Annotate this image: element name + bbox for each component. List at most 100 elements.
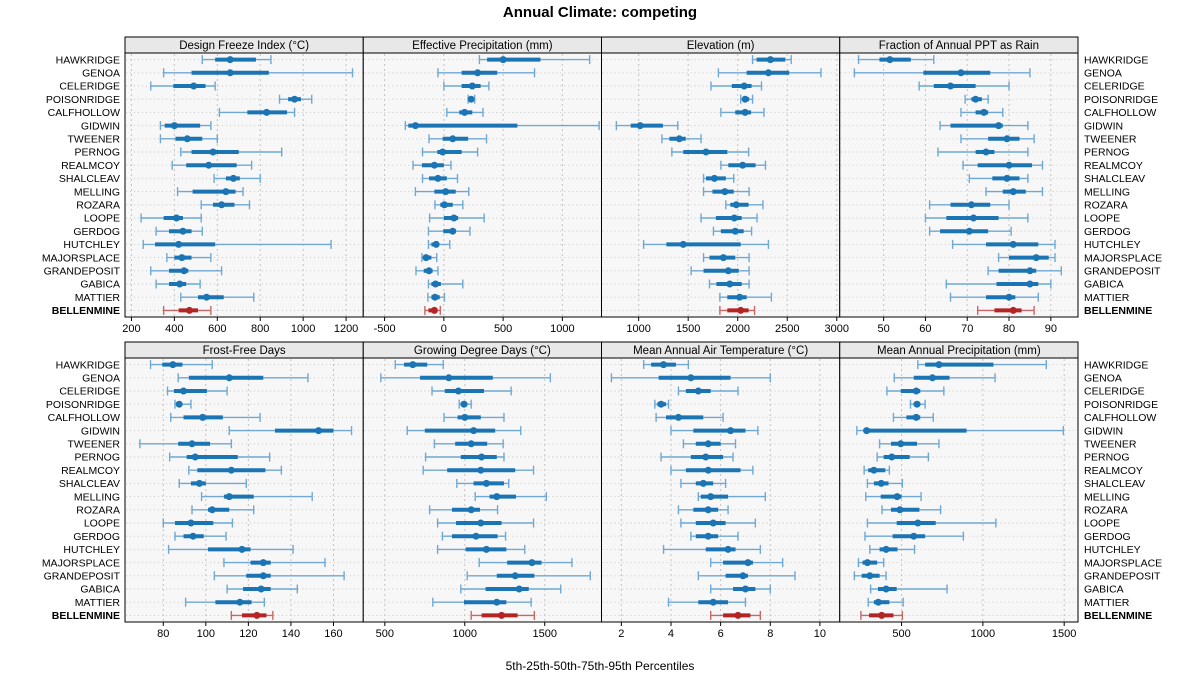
- percentile-row-hawkridge: [478, 55, 591, 65]
- median-dot: [1032, 254, 1040, 262]
- median-dot: [477, 466, 485, 474]
- median-dot: [1009, 188, 1017, 196]
- percentile-row-hutchley: [951, 239, 1056, 249]
- axis-tick-label: 2: [618, 628, 624, 640]
- median-dot: [863, 427, 871, 435]
- percentile-row-tweener: [960, 134, 1035, 144]
- median-dot: [190, 82, 198, 90]
- site-label: CALFHOLLOW: [48, 412, 120, 424]
- panel-effective-precipitation-mm-: -500 0 500 1000 Effective Precipitation (mm): [362, 36, 602, 335]
- median-dot: [173, 214, 181, 222]
- percentile-row-pernog: [937, 147, 1029, 157]
- percentile-row-loope: [700, 213, 758, 223]
- median-dot: [199, 413, 207, 421]
- median-dot: [499, 56, 507, 64]
- axis-tick-label: 80: [157, 628, 169, 640]
- percentile-row-bellenmine: [470, 610, 536, 620]
- site-label: POISONRIDGE: [46, 399, 120, 411]
- median-dot: [660, 361, 668, 369]
- panel-header-label: Growing Degree Days (°C): [414, 345, 551, 357]
- percentile-row-rozara: [200, 200, 251, 210]
- median-dot: [482, 545, 490, 553]
- axis-tick-label: 2000: [725, 323, 749, 335]
- percentile-row-hutchley: [142, 239, 332, 249]
- percentile-row-rozara: [191, 505, 255, 515]
- percentile-row-rozara: [881, 505, 942, 515]
- median-dot: [702, 453, 710, 461]
- axis-tick-label: 1500: [676, 323, 700, 335]
- percentile-row-gabica: [869, 584, 948, 594]
- median-dot: [878, 611, 886, 619]
- percentile-row-grandeposit: [697, 571, 796, 581]
- chart-title: Annual Climate: competing: [502, 4, 698, 21]
- percentile-row-rozara: [725, 200, 764, 210]
- percentile-row-realmcoy: [422, 465, 535, 475]
- percentile-row-rozara: [434, 200, 464, 210]
- percentile-row-tweener: [159, 134, 218, 144]
- percentile-row-gidwin: [404, 121, 600, 131]
- percentile-row-genoa: [893, 373, 996, 383]
- percentile-row-majorsplace: [997, 253, 1056, 263]
- median-dot: [863, 559, 871, 567]
- median-dot: [478, 453, 486, 461]
- panel-header-label: Elevation (m): [687, 40, 755, 52]
- axis-tick-label: 3000: [825, 323, 849, 335]
- axis-tick-label: 500: [494, 323, 512, 335]
- median-dot: [897, 440, 905, 448]
- median-dot: [169, 361, 177, 369]
- percentile-row-mattier: [427, 292, 446, 302]
- median-dot: [434, 174, 442, 182]
- percentile-row-realmcoy: [720, 160, 767, 170]
- percentile-row-realmcoy: [171, 160, 253, 170]
- percentile-row-gidwin: [615, 121, 679, 131]
- percentile-row-loope: [680, 518, 757, 528]
- percentile-row-gidwin: [670, 426, 759, 436]
- median-dot: [679, 240, 687, 248]
- site-label: GABICA: [80, 279, 120, 291]
- percentile-row-loope: [866, 518, 997, 528]
- percentile-row-loope: [924, 213, 1029, 223]
- axis-tick-label: 100: [197, 628, 215, 640]
- site-label: HUTCHLEY: [63, 544, 120, 556]
- percentile-row-celeridge: [710, 81, 763, 91]
- panel-header-label: Fraction of Annual PPT as Rain: [879, 40, 1039, 52]
- percentile-row-hawkridge: [857, 55, 935, 65]
- axis-tick-label: 1000: [971, 628, 995, 640]
- median-dot: [470, 427, 478, 435]
- median-dot: [461, 413, 469, 421]
- axis-tick-label: 1000: [453, 628, 477, 640]
- median-dot: [710, 174, 718, 182]
- median-dot: [187, 519, 195, 527]
- median-dot: [877, 479, 885, 487]
- percentile-row-calfhollow: [170, 412, 261, 422]
- median-dot: [1005, 161, 1013, 169]
- median-dot: [965, 227, 973, 235]
- site-label: PERNOG: [74, 147, 120, 159]
- median-dot: [236, 598, 244, 606]
- median-dot: [704, 532, 712, 540]
- median-dot: [482, 479, 490, 487]
- site-label: BELLENMINE: [1084, 305, 1152, 317]
- median-dot: [263, 108, 271, 116]
- median-dot: [912, 387, 920, 395]
- percentile-row-celeridge: [677, 386, 739, 396]
- median-dot: [449, 227, 457, 235]
- axis-tick-label: 70: [961, 323, 973, 335]
- percentile-row-genoa: [717, 68, 822, 78]
- median-dot: [430, 161, 438, 169]
- percentile-row-melling: [414, 187, 470, 197]
- median-dot: [175, 400, 183, 408]
- site-label: MELLING: [74, 491, 120, 503]
- site-labels-right-row0: HAWKRIDGE GENOACELERIDGEPOISONRIDGECALFHO…: [1084, 54, 1162, 317]
- axis-tick-label: 80: [1003, 323, 1015, 335]
- median-dot: [425, 267, 433, 275]
- site-label: CELERIDGE: [59, 386, 120, 398]
- site-label: MELLING: [1084, 491, 1130, 503]
- median-dot: [291, 95, 299, 103]
- percentile-row-poisonridge: [909, 399, 926, 409]
- median-dot: [467, 95, 475, 103]
- site-label: MATTIER: [1084, 292, 1130, 304]
- site-label: GRANDEPOSIT: [44, 266, 121, 278]
- percentile-row-tweener: [661, 134, 702, 144]
